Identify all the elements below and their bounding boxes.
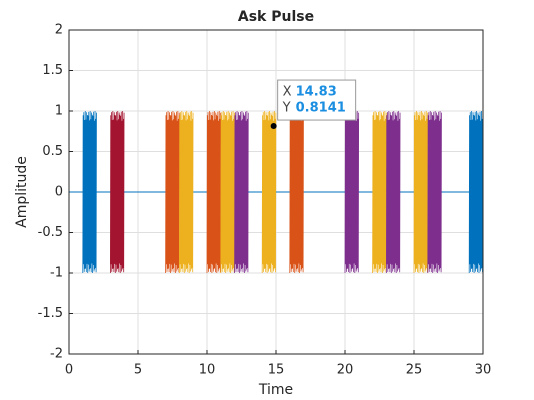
burst [344,110,360,274]
y-tick-label: 1 [55,104,63,119]
burst [289,110,304,274]
burst [165,110,180,274]
chart-title: Ask Pulse [238,9,314,25]
plot-area [69,110,484,274]
burst [386,110,401,274]
x-tick-label: 10 [199,363,216,378]
y-tick-label: -1 [50,266,63,281]
x-tick-label: 5 [134,363,142,378]
burst [179,110,194,274]
datatip-y-label: Y [282,101,291,116]
y-tick-label: -0.5 [38,225,63,240]
y-tick-label: 0.5 [42,144,63,159]
burst [261,110,277,274]
burst [206,110,222,274]
datatip-x-value: 14.83 [296,85,337,100]
datatip-marker [270,123,277,130]
y-tick-label: 1.5 [42,63,63,78]
x-tick-label: 0 [65,363,73,378]
datatip-box [277,79,357,121]
x-tick-label: 15 [268,363,285,378]
datatip-y-value: 0.8141 [296,101,346,116]
y-tick-label: -1.5 [38,306,63,321]
x-axis-label: Time [258,382,293,398]
burst [220,110,235,274]
y-tick-label: 2 [55,23,63,38]
burst [372,110,387,274]
x-tick-label: 20 [337,363,354,378]
burst [82,110,97,274]
burst [110,110,125,274]
datatip: X 14.83 Y 0.8141 [270,79,357,130]
x-tick-label: 25 [406,363,423,378]
x-tick-label: 30 [475,363,492,378]
burst [234,110,249,274]
y-tick-label: -2 [50,347,63,362]
burst [468,110,484,274]
burst [413,110,429,274]
axes-box [68,29,484,355]
y-tick-label: 0 [55,185,63,200]
burst [427,110,442,274]
y-axis-label: Amplitude [14,156,30,228]
datatip-x-label: X [283,85,292,100]
